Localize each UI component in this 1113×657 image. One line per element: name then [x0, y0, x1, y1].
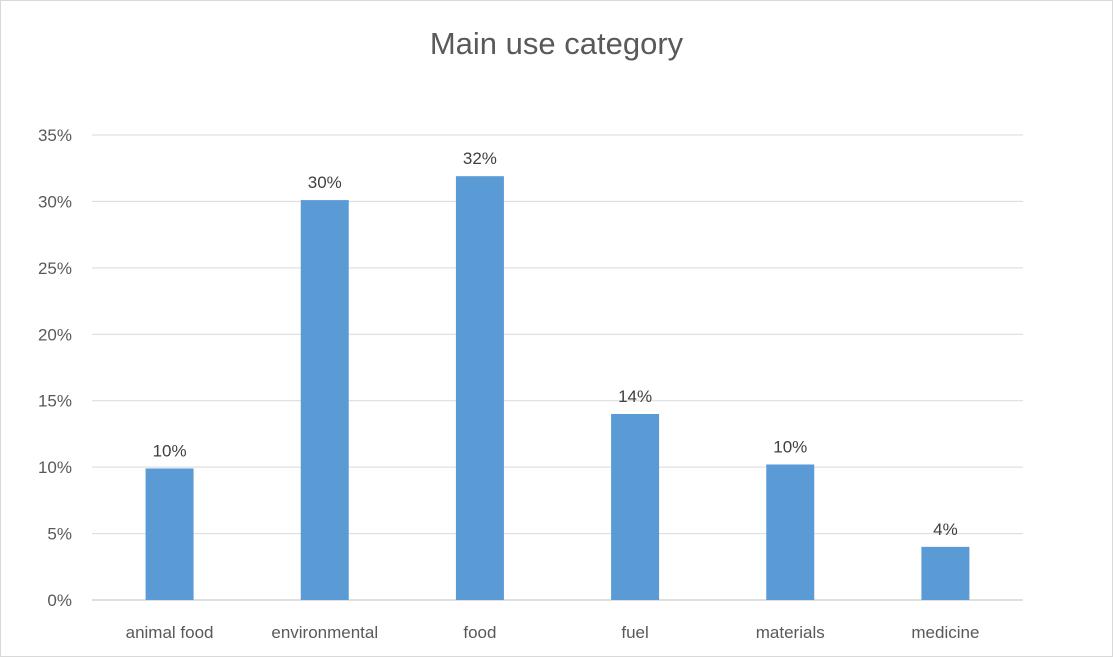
category-label: environmental	[271, 623, 378, 642]
bar	[145, 468, 194, 600]
data-label: 10%	[773, 437, 807, 456]
y-tick-label: 5%	[47, 525, 72, 544]
category-label: animal food	[126, 623, 214, 642]
y-tick-label: 0%	[47, 591, 72, 610]
y-tick-label: 20%	[38, 325, 72, 344]
category-label: materials	[756, 623, 825, 642]
bar	[766, 464, 815, 600]
bar	[611, 414, 660, 600]
bar	[921, 546, 970, 600]
y-tick-label: 35%	[38, 126, 72, 145]
data-label: 14%	[618, 387, 652, 406]
y-tick-label: 10%	[38, 458, 72, 477]
y-tick-label: 15%	[38, 392, 72, 411]
bar	[455, 176, 504, 600]
data-label: 4%	[933, 520, 958, 539]
y-tick-label: 25%	[38, 259, 72, 278]
category-label: medicine	[911, 623, 979, 642]
y-tick-label: 30%	[38, 192, 72, 211]
category-label: food	[463, 623, 496, 642]
data-label: 32%	[463, 149, 497, 168]
category-label: fuel	[621, 623, 648, 642]
bar	[300, 200, 349, 600]
data-label: 30%	[308, 173, 342, 192]
chart-title: Main use category	[429, 26, 684, 61]
data-label: 10%	[153, 441, 187, 460]
